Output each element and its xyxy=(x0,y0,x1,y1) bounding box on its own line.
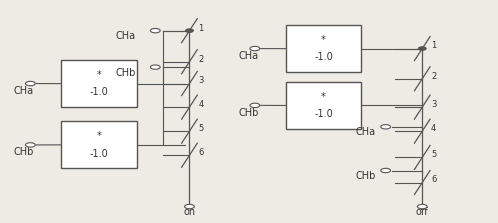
Text: -1.0: -1.0 xyxy=(90,149,108,159)
Text: CHa: CHa xyxy=(238,51,258,61)
Text: *: * xyxy=(97,70,101,80)
Text: off: off xyxy=(416,207,429,217)
Text: *: * xyxy=(321,35,326,45)
Text: CHb: CHb xyxy=(238,107,258,118)
Text: -1.0: -1.0 xyxy=(314,109,333,119)
Circle shape xyxy=(250,103,260,107)
Bar xyxy=(61,60,137,107)
Text: CHb: CHb xyxy=(116,68,136,78)
Circle shape xyxy=(185,204,194,209)
Text: 5: 5 xyxy=(431,150,436,159)
Circle shape xyxy=(150,29,160,33)
Text: CHa: CHa xyxy=(356,127,376,137)
Text: CHb: CHb xyxy=(14,147,34,157)
Text: *: * xyxy=(97,131,101,141)
Text: -1.0: -1.0 xyxy=(90,87,108,97)
Text: 6: 6 xyxy=(198,148,204,157)
Circle shape xyxy=(381,168,390,173)
Circle shape xyxy=(381,125,390,129)
Bar xyxy=(286,82,361,129)
Text: 4: 4 xyxy=(431,124,436,133)
Text: *: * xyxy=(321,92,326,102)
Circle shape xyxy=(186,29,193,32)
Text: CHa: CHa xyxy=(14,86,34,96)
Text: 6: 6 xyxy=(431,176,436,184)
Circle shape xyxy=(250,46,260,51)
Text: CHa: CHa xyxy=(116,31,136,41)
Circle shape xyxy=(417,204,427,209)
Text: CHb: CHb xyxy=(356,171,376,181)
Text: 3: 3 xyxy=(431,100,436,109)
Text: 2: 2 xyxy=(198,55,204,64)
Text: 3: 3 xyxy=(198,76,204,85)
Circle shape xyxy=(150,65,160,69)
Text: 1: 1 xyxy=(198,23,204,33)
Text: on: on xyxy=(183,207,196,217)
Text: 5: 5 xyxy=(198,124,204,133)
Text: 2: 2 xyxy=(431,72,436,81)
Circle shape xyxy=(25,143,35,147)
Circle shape xyxy=(25,81,35,86)
Text: 1: 1 xyxy=(431,41,436,50)
Bar xyxy=(61,121,137,168)
Text: -1.0: -1.0 xyxy=(314,52,333,62)
Bar xyxy=(286,25,361,72)
Text: 4: 4 xyxy=(198,100,204,109)
Circle shape xyxy=(418,47,426,50)
